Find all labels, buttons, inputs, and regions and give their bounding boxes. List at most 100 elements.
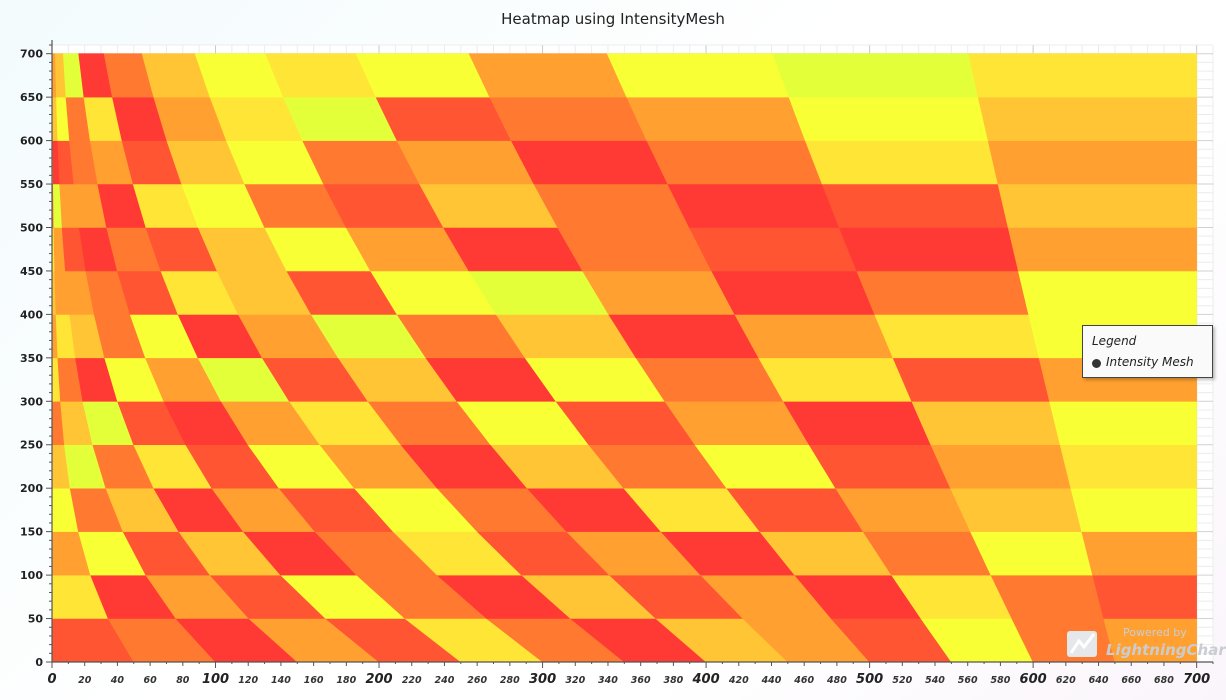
mesh-cell [838,227,1019,272]
mesh-cell [758,357,913,402]
mesh-cell [1017,270,1197,315]
x-minor-tick-label: 160 [304,675,324,686]
mesh-cell [987,140,1197,185]
lightningchart-watermark: Powered by LightningChart® [1066,626,1226,662]
x-minor-tick-label: 120 [238,675,258,686]
mesh-cell [489,96,648,141]
x-major-tick-label: 400 [692,672,720,687]
mesh-cell [997,183,1197,228]
x-major-tick-label: 500 [856,672,883,687]
mesh-cell [581,270,736,315]
legend-box[interactable]: Legend Intensity Mesh [1082,325,1213,378]
x-major-tick-label: 0 [47,672,56,687]
x-minor-tick-label: 20 [78,675,92,686]
x-minor-tick-label: 520 [892,675,912,686]
mesh-cell [1092,574,1197,619]
watermark-brand: LightningChart® [1106,641,1226,659]
mesh-cell [856,270,1029,315]
mesh-cell [1081,531,1197,576]
x-minor-tick-label: 240 [435,675,455,686]
mesh-cell [355,53,491,98]
y-tick-label: 600 [20,135,43,148]
x-minor-tick-label: 540 [925,675,945,686]
x-minor-tick-label: 340 [598,675,618,686]
x-minor-tick-label: 680 [1154,675,1174,686]
x-minor-tick-label: 140 [271,675,291,686]
y-tick-label: 0 [35,656,43,669]
x-minor-tick-label: 460 [793,675,814,686]
mesh-cell [557,227,713,272]
mesh-cell [646,140,823,185]
x-minor-tick-label: 220 [402,675,422,686]
legend-series-label: Intensity Mesh [1106,355,1194,369]
y-tick-label: 100 [20,569,43,582]
mesh-cell [772,53,979,98]
mesh-cell [969,531,1093,576]
mesh-cell [788,96,989,141]
x-minor-tick-label: 440 [761,675,782,686]
x-minor-tick-label: 280 [500,675,520,686]
mesh-cell [1070,487,1197,532]
x-minor-tick-label: 480 [826,675,847,686]
x-major-tick-label: 200 [365,672,392,687]
y-tick-label: 300 [20,395,43,408]
lightningchart-logo-icon [1067,631,1097,657]
mesh-cell [375,96,512,141]
y-tick-label: 350 [20,352,43,365]
mesh-cell [606,53,790,98]
watermark-brand-name: LightningChart [1106,641,1226,659]
watermark-powered-by: Powered by [1123,626,1187,639]
mesh-cell [874,314,1040,359]
mesh-cell [510,140,669,185]
y-tick-label: 700 [20,48,43,61]
mesh-cell [533,183,690,228]
mesh-cell [977,96,1197,141]
x-major-tick-label: 300 [529,672,556,687]
x-minor-tick-label: 60 [143,675,157,686]
y-tick-label: 650 [20,91,43,104]
mesh-cell [711,270,876,315]
x-minor-tick-label: 80 [176,675,190,686]
mesh-cell [968,53,1197,98]
y-tick-label: 500 [20,221,43,234]
x-major-tick-label: 700 [1183,672,1210,687]
mesh-cell [734,314,894,359]
y-tick-label: 200 [20,482,43,495]
mesh-cell [1059,444,1197,489]
legend-title: Legend [1092,334,1137,348]
y-tick-label: 250 [20,439,43,452]
mesh-cell [468,53,628,98]
axes: 0501001502002503003504004505005506006507… [20,40,1214,687]
mesh-cell [1049,400,1197,446]
x-major-tick-label: 600 [1020,672,1047,687]
x-major-tick-label: 100 [202,672,229,687]
mesh-cell [396,140,535,185]
x-minor-tick-label: 360 [631,675,651,686]
mesh-cell [418,183,559,228]
mesh-cell [949,487,1083,532]
mesh-cell [930,444,1072,489]
x-minor-tick-label: 660 [1121,675,1141,686]
x-minor-tick-label: 180 [336,675,356,686]
mesh-cell [782,400,932,446]
mesh-cell [1007,227,1197,272]
mesh-cell [667,183,840,228]
y-tick-label: 400 [20,308,43,321]
y-tick-label: 550 [20,178,43,191]
mesh-cell [821,183,1009,228]
x-minor-tick-label: 640 [1089,675,1109,686]
intensity-mesh[interactable] [51,53,1197,663]
x-minor-tick-label: 260 [467,675,487,686]
x-minor-tick-label: 380 [663,675,683,686]
x-minor-tick-label: 620 [1056,675,1076,686]
legend-series-marker [1092,359,1101,368]
y-tick-label: 50 [28,613,44,626]
x-minor-tick-label: 580 [991,675,1011,686]
x-minor-tick-label: 320 [565,675,585,686]
mesh-cell [688,227,858,272]
y-tick-label: 150 [20,526,43,539]
mesh-cell [911,400,1061,446]
x-minor-tick-label: 560 [958,675,978,686]
mesh-cell [804,140,999,185]
